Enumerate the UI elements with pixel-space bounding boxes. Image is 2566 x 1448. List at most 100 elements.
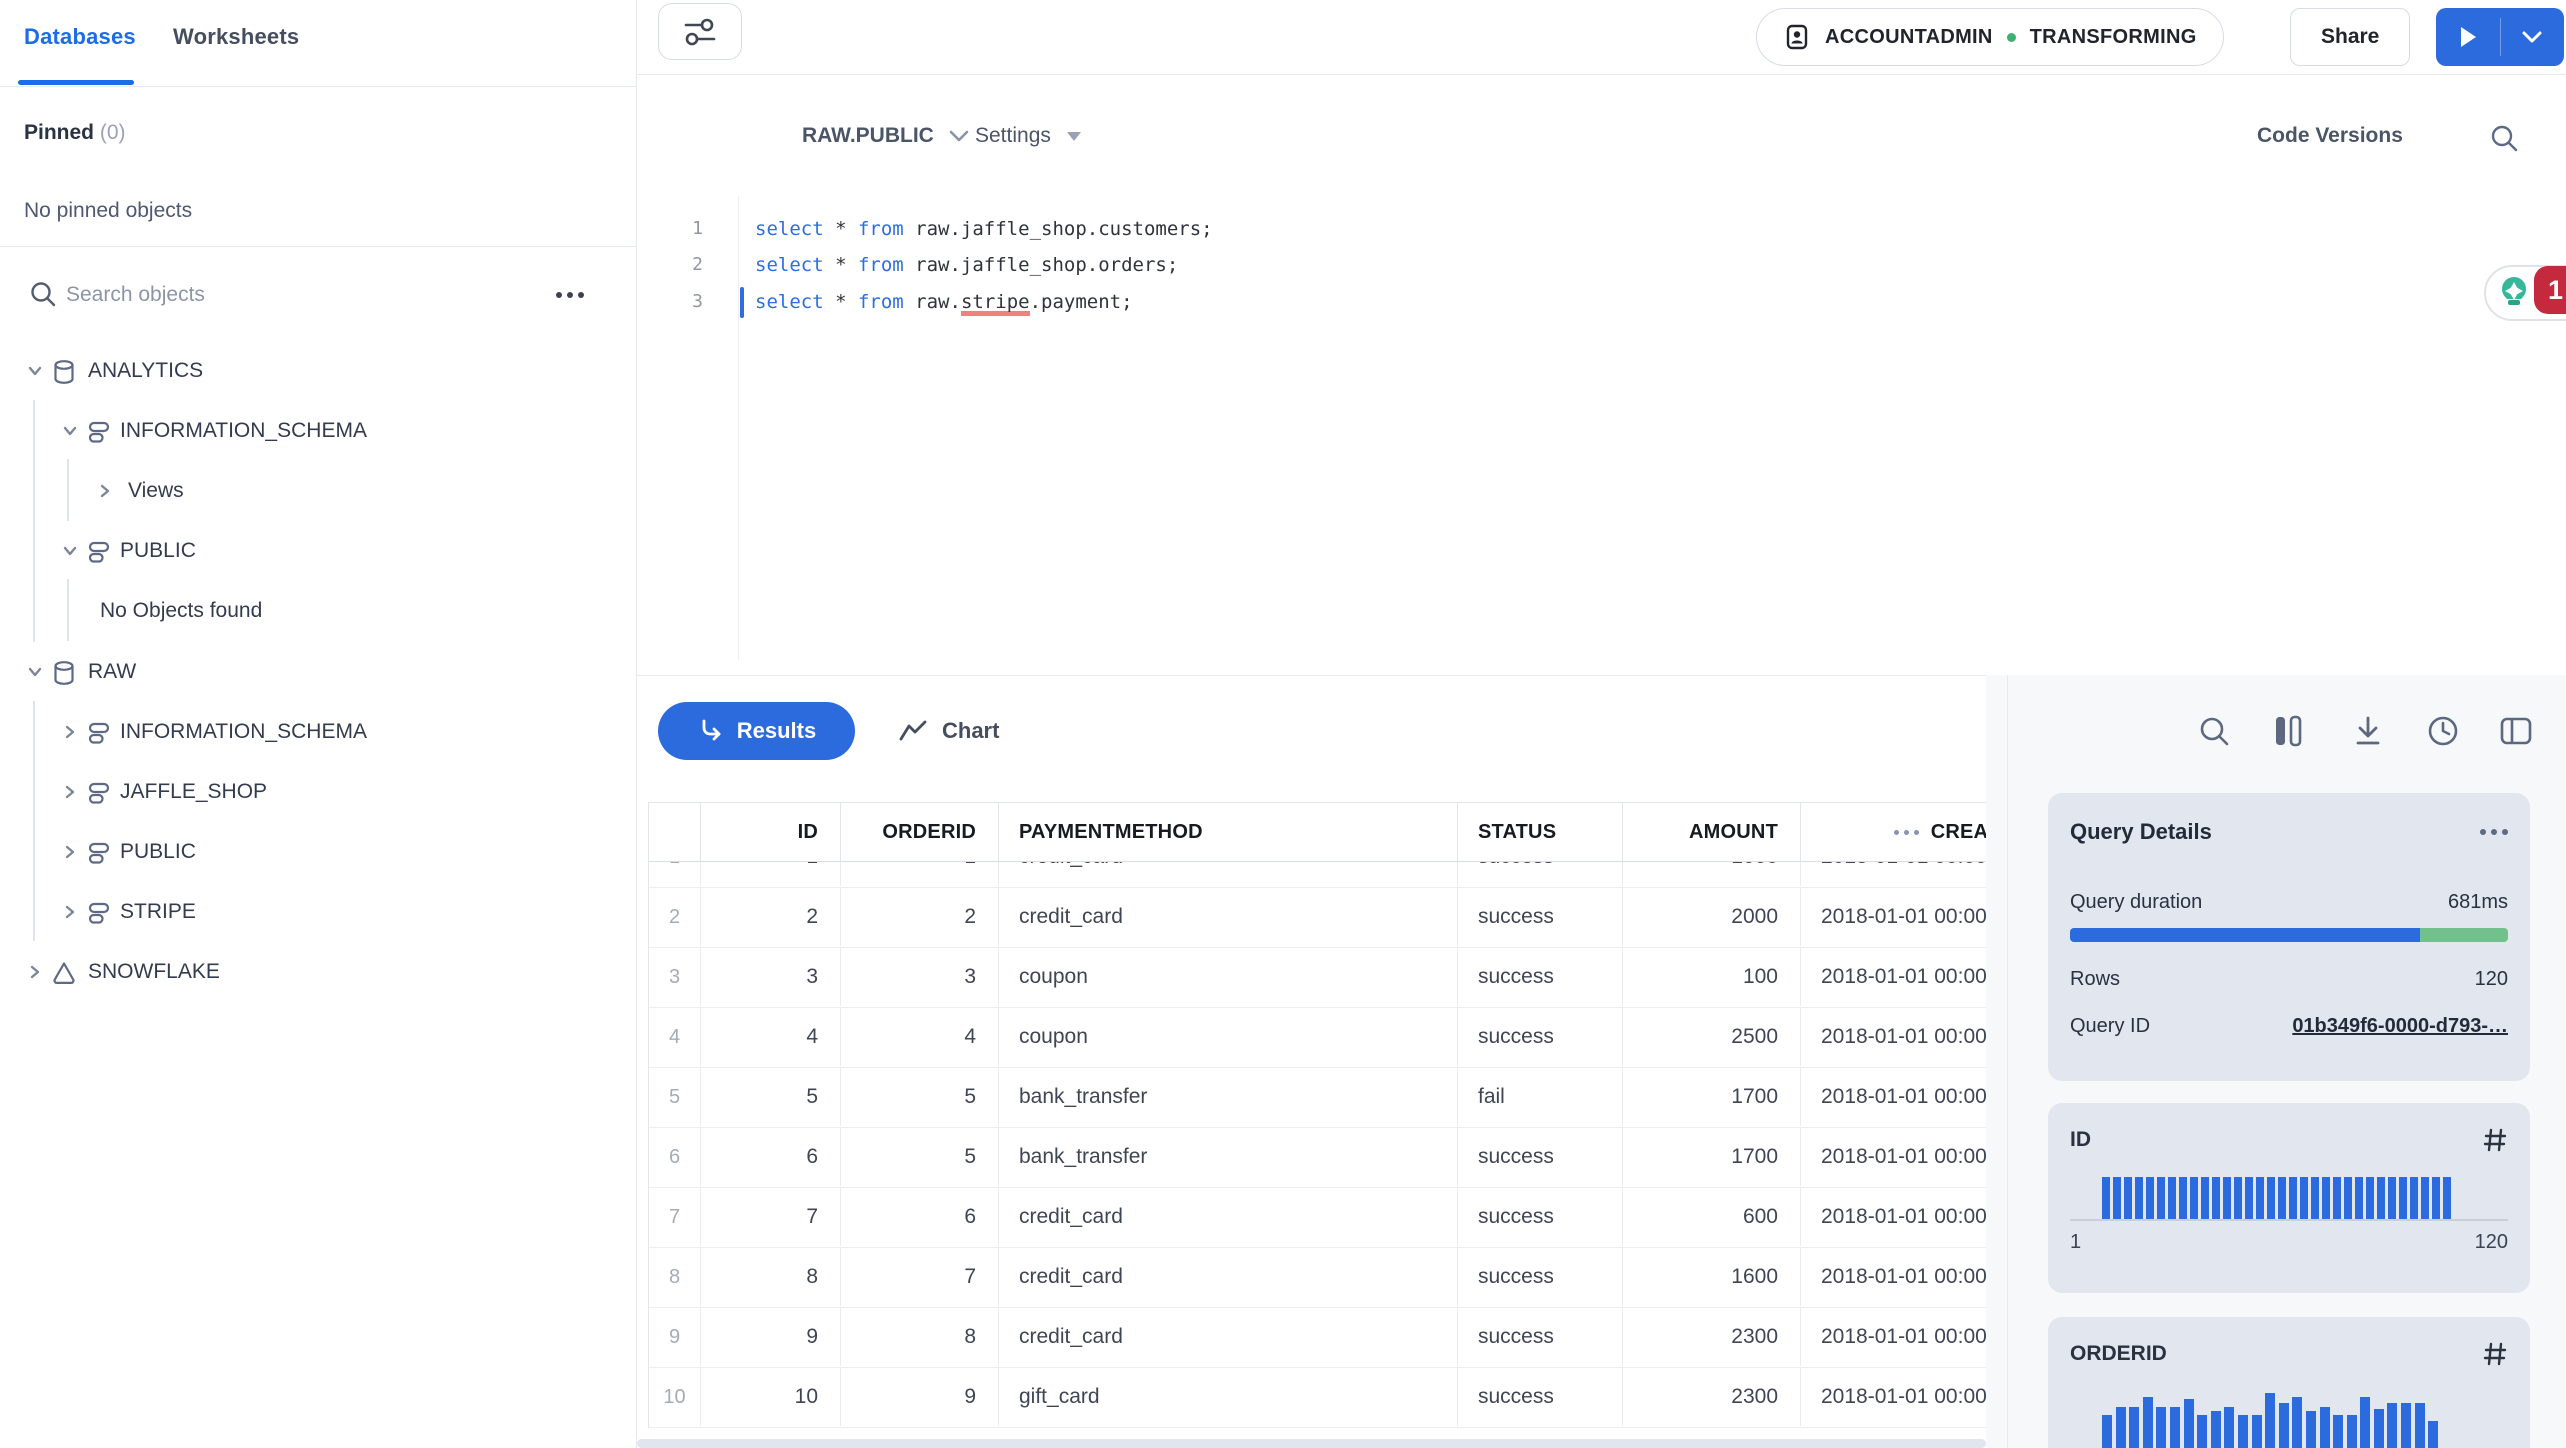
chevron-right-icon[interactable]	[61, 723, 79, 746]
chevron-down-icon[interactable]	[26, 663, 44, 686]
table-cell[interactable]: 1700	[1623, 1128, 1801, 1186]
column-header-id[interactable]: ID	[701, 803, 841, 861]
chevron-right-icon[interactable]	[96, 482, 114, 505]
code-line-1[interactable]: select * from raw.jaffle_shop.customers;	[755, 211, 1213, 247]
table-cell[interactable]: 8	[841, 1308, 999, 1366]
chevron-down-icon[interactable]	[26, 362, 44, 385]
table-cell[interactable]: credit_card	[999, 1308, 1458, 1366]
tab-results[interactable]: Results	[658, 702, 855, 760]
table-cell[interactable]: credit_card	[999, 1248, 1458, 1306]
split-panel-icon[interactable]	[2498, 713, 2534, 749]
table-cell[interactable]: credit_card	[999, 862, 1458, 886]
tab-chart[interactable]: Chart	[898, 702, 999, 760]
table-cell[interactable]: 2018-01-01 00:00:00	[1801, 1248, 1986, 1306]
horizontal-scrollbar[interactable]	[637, 1439, 1986, 1448]
tree-item-information-schema[interactable]: INFORMATION_SCHEMA	[0, 401, 637, 461]
table-cell[interactable]: success	[1458, 1188, 1623, 1246]
table-cell[interactable]: 1600	[1623, 1248, 1801, 1306]
table-cell[interactable]: 600	[1623, 1188, 1801, 1246]
chevron-right-icon[interactable]	[26, 963, 44, 986]
table-cell[interactable]: success	[1458, 1008, 1623, 1066]
chevron-down-icon[interactable]	[61, 422, 79, 445]
table-cell[interactable]: 5	[701, 1068, 841, 1126]
table-cell[interactable]: 2300	[1623, 1308, 1801, 1366]
chevron-down-icon[interactable]	[61, 542, 79, 565]
table-cell[interactable]: success	[1458, 948, 1623, 1006]
table-cell[interactable]: credit_card	[999, 888, 1458, 946]
table-cell[interactable]: coupon	[999, 948, 1458, 1006]
code-versions-button[interactable]: Code Versions	[2257, 124, 2403, 147]
tree-item-analytics[interactable]: ANALYTICS	[0, 341, 637, 401]
table-cell[interactable]: 2300	[1623, 1368, 1801, 1426]
run-button[interactable]	[2436, 8, 2500, 66]
table-cell[interactable]: 1000	[1623, 862, 1801, 886]
table-cell[interactable]: 10	[701, 1368, 841, 1426]
history-clock-icon[interactable]	[2425, 713, 2461, 749]
table-cell[interactable]: 2018-01-01 00:00:00	[1801, 1068, 1986, 1126]
tree-item-information-schema[interactable]: INFORMATION_SCHEMA	[0, 702, 637, 762]
table-cell[interactable]: 4	[701, 1008, 841, 1066]
run-options-button[interactable]	[2501, 8, 2565, 66]
tab-worksheets[interactable]: Worksheets	[173, 24, 300, 49]
query-id-link[interactable]: 01b349f6-0000-d793-…	[2292, 1015, 2508, 1037]
search-input[interactable]: Search objects	[66, 283, 205, 306]
table-cell[interactable]: 2	[701, 888, 841, 946]
table-cell[interactable]: credit_card	[999, 1188, 1458, 1246]
object-search-row[interactable]: Search objects	[0, 266, 637, 324]
editor-context-selector[interactable]: RAW.PUBLIC	[802, 124, 970, 148]
table-cell[interactable]: 7	[701, 1188, 841, 1246]
table-cell[interactable]: 2018-01-01 00:00:00	[1801, 1128, 1986, 1186]
table-cell[interactable]: 3	[701, 948, 841, 1006]
settings-menu[interactable]: Settings	[975, 124, 1081, 148]
tab-databases[interactable]: Databases	[24, 24, 136, 49]
tree-item-raw[interactable]: RAW	[0, 642, 637, 702]
table-cell[interactable]: 2018-01-01 00:00:00	[1801, 1188, 1986, 1246]
query-details-menu-icon[interactable]	[2480, 829, 2508, 835]
table-cell[interactable]: 4	[841, 1008, 999, 1066]
column-menu-icon[interactable]	[1893, 829, 1919, 835]
table-cell[interactable]: 5	[841, 1068, 999, 1126]
table-cell[interactable]: bank_transfer	[999, 1068, 1458, 1126]
table-cell[interactable]: 2018-01-01 00:00:00	[1801, 888, 1986, 946]
table-cell[interactable]: 2000	[1623, 888, 1801, 946]
code-line-2[interactable]: select * from raw.jaffle_shop.orders;	[755, 247, 1178, 283]
table-cell[interactable]: 2018-01-01 00:00:00	[1801, 948, 1986, 1006]
filters-button[interactable]	[658, 3, 742, 60]
table-cell[interactable]: 3	[841, 948, 999, 1006]
table-cell[interactable]: success	[1458, 1368, 1623, 1426]
table-cell[interactable]: 1700	[1623, 1068, 1801, 1126]
table-cell[interactable]: success	[1458, 1308, 1623, 1366]
table-cell[interactable]: gift_card	[999, 1368, 1458, 1426]
code-line-3[interactable]: select * from raw.stripe.payment;	[755, 284, 1133, 320]
table-cell[interactable]: 100	[1623, 948, 1801, 1006]
column-header-orderid[interactable]: ORDERID	[841, 803, 999, 861]
table-cell[interactable]: 9	[701, 1308, 841, 1366]
column-header-paymentmethod[interactable]: PAYMENTMETHOD	[999, 803, 1458, 861]
table-cell[interactable]: bank_transfer	[999, 1128, 1458, 1186]
tree-item-public[interactable]: PUBLIC	[0, 822, 637, 882]
table-cell[interactable]: 2	[841, 888, 999, 946]
context-role-warehouse-button[interactable]: ACCOUNTADMIN TRANSFORMING	[1756, 8, 2224, 66]
table-cell[interactable]: coupon	[999, 1008, 1458, 1066]
results-search-icon[interactable]	[2196, 713, 2232, 749]
column-header-created[interactable]: CREATED	[1801, 803, 1986, 861]
share-button[interactable]: Share	[2290, 8, 2411, 66]
columns-icon[interactable]	[2271, 713, 2307, 749]
table-cell[interactable]: 2018-01-01 00:00:00	[1801, 1008, 1986, 1066]
editor-search-icon[interactable]	[2488, 122, 2520, 154]
tree-item-stripe[interactable]: STRIPE	[0, 882, 637, 942]
table-cell[interactable]: fail	[1458, 1068, 1623, 1126]
chevron-right-icon[interactable]	[61, 903, 79, 926]
table-cell[interactable]: 8	[701, 1248, 841, 1306]
download-icon[interactable]	[2350, 713, 2386, 749]
tree-item-jaffle-shop[interactable]: JAFFLE_SHOP	[0, 762, 637, 822]
table-cell[interactable]: 6	[841, 1188, 999, 1246]
table-cell[interactable]: 2018-01-01 00:00:00	[1801, 1368, 1986, 1426]
chevron-right-icon[interactable]	[61, 783, 79, 806]
table-cell[interactable]: 9	[841, 1368, 999, 1426]
column-header-rownum[interactable]	[649, 803, 701, 861]
table-cell[interactable]: 6	[701, 1128, 841, 1186]
table-cell[interactable]: 1	[841, 862, 999, 886]
column-header-amount[interactable]: AMOUNT	[1623, 803, 1801, 861]
table-cell[interactable]: 2500	[1623, 1008, 1801, 1066]
